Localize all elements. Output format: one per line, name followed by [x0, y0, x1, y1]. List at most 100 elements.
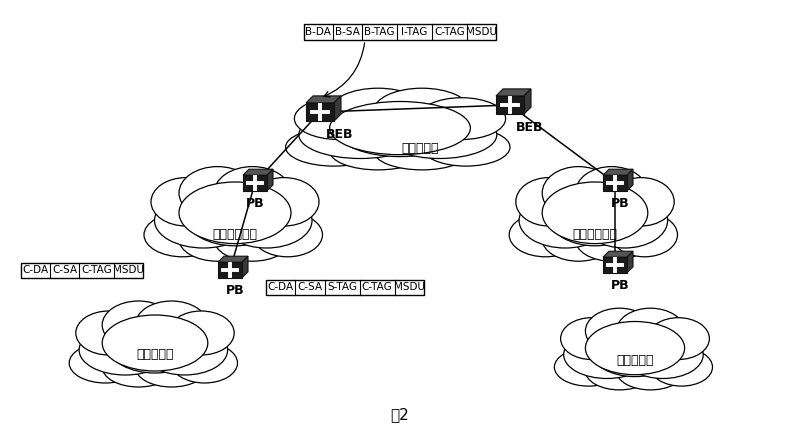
- Text: 图2: 图2: [390, 407, 410, 422]
- Text: I-TAG: I-TAG: [402, 27, 428, 37]
- Ellipse shape: [519, 193, 611, 248]
- Polygon shape: [524, 89, 531, 114]
- Text: B-TAG: B-TAG: [364, 27, 395, 37]
- Ellipse shape: [135, 347, 208, 387]
- Polygon shape: [627, 169, 633, 191]
- Polygon shape: [242, 256, 248, 278]
- Ellipse shape: [374, 88, 470, 134]
- Polygon shape: [218, 256, 248, 262]
- Ellipse shape: [102, 301, 175, 349]
- Ellipse shape: [586, 308, 654, 354]
- Ellipse shape: [616, 308, 685, 354]
- Ellipse shape: [179, 217, 256, 261]
- Ellipse shape: [564, 331, 650, 378]
- Ellipse shape: [298, 111, 422, 159]
- Ellipse shape: [542, 182, 648, 244]
- Ellipse shape: [330, 132, 426, 170]
- FancyBboxPatch shape: [266, 280, 424, 295]
- Ellipse shape: [575, 217, 648, 261]
- Ellipse shape: [418, 98, 506, 140]
- Ellipse shape: [144, 213, 221, 257]
- Text: MSDU: MSDU: [394, 282, 425, 292]
- Ellipse shape: [616, 352, 685, 390]
- Text: BEB: BEB: [326, 128, 354, 141]
- Ellipse shape: [186, 189, 284, 246]
- Ellipse shape: [374, 132, 470, 170]
- Polygon shape: [267, 169, 273, 191]
- Ellipse shape: [516, 178, 582, 226]
- Text: PB: PB: [226, 284, 244, 297]
- Ellipse shape: [586, 352, 654, 390]
- Text: C-DA: C-DA: [22, 265, 48, 275]
- Ellipse shape: [647, 318, 710, 359]
- Text: 用户桥网络: 用户桥网络: [136, 349, 174, 362]
- Ellipse shape: [561, 318, 622, 359]
- Ellipse shape: [135, 301, 208, 349]
- Text: MSDU: MSDU: [114, 265, 144, 275]
- Ellipse shape: [330, 88, 426, 134]
- Text: MSDU: MSDU: [466, 27, 498, 37]
- Text: C-SA: C-SA: [52, 265, 77, 275]
- Ellipse shape: [586, 321, 685, 375]
- Ellipse shape: [69, 343, 142, 383]
- FancyBboxPatch shape: [21, 263, 143, 277]
- Text: C-TAG: C-TAG: [434, 27, 465, 37]
- Ellipse shape: [592, 327, 678, 377]
- Polygon shape: [243, 175, 267, 191]
- Ellipse shape: [542, 167, 614, 219]
- Ellipse shape: [582, 193, 667, 248]
- Ellipse shape: [294, 98, 382, 140]
- Polygon shape: [603, 169, 633, 175]
- FancyBboxPatch shape: [304, 24, 496, 40]
- Text: S-TAG: S-TAG: [327, 282, 357, 292]
- Polygon shape: [603, 257, 627, 273]
- Text: C-DA: C-DA: [268, 282, 294, 292]
- Polygon shape: [603, 251, 633, 257]
- Text: 骨干桥网络: 骨干桥网络: [402, 142, 438, 155]
- Ellipse shape: [142, 325, 228, 375]
- Ellipse shape: [542, 217, 614, 261]
- Ellipse shape: [338, 107, 462, 156]
- Text: C-SA: C-SA: [298, 282, 322, 292]
- Text: B-DA: B-DA: [306, 27, 331, 37]
- Ellipse shape: [253, 213, 322, 257]
- Text: 用户桥网络: 用户桥网络: [616, 353, 654, 366]
- Text: PB: PB: [610, 197, 630, 210]
- Text: C-TAG: C-TAG: [362, 282, 393, 292]
- Text: C-TAG: C-TAG: [82, 265, 112, 275]
- Ellipse shape: [102, 315, 208, 371]
- Ellipse shape: [330, 102, 470, 155]
- Ellipse shape: [575, 167, 648, 219]
- Polygon shape: [603, 175, 627, 191]
- Ellipse shape: [109, 321, 202, 373]
- Ellipse shape: [179, 182, 291, 244]
- Polygon shape: [218, 262, 242, 278]
- Ellipse shape: [168, 311, 234, 355]
- Ellipse shape: [249, 178, 319, 226]
- Ellipse shape: [179, 167, 256, 219]
- Ellipse shape: [214, 167, 291, 219]
- Ellipse shape: [509, 213, 582, 257]
- Polygon shape: [334, 96, 341, 121]
- Polygon shape: [306, 103, 334, 121]
- Ellipse shape: [608, 178, 674, 226]
- Ellipse shape: [221, 193, 312, 248]
- Text: BEB: BEB: [516, 121, 544, 134]
- Ellipse shape: [171, 343, 238, 383]
- Text: PB: PB: [610, 279, 630, 292]
- Text: 运营商桥网络: 运营商桥网络: [573, 229, 618, 241]
- Ellipse shape: [422, 128, 510, 166]
- Ellipse shape: [549, 189, 642, 246]
- Ellipse shape: [622, 331, 703, 378]
- Ellipse shape: [76, 311, 142, 355]
- Ellipse shape: [214, 217, 291, 261]
- Ellipse shape: [154, 193, 253, 248]
- Polygon shape: [243, 169, 273, 175]
- Text: B-SA: B-SA: [335, 27, 360, 37]
- Text: 运营商桥网络: 运营商桥网络: [213, 229, 258, 241]
- Ellipse shape: [382, 111, 497, 159]
- Ellipse shape: [102, 347, 175, 387]
- Polygon shape: [496, 96, 524, 114]
- Ellipse shape: [79, 325, 171, 375]
- Ellipse shape: [151, 178, 221, 226]
